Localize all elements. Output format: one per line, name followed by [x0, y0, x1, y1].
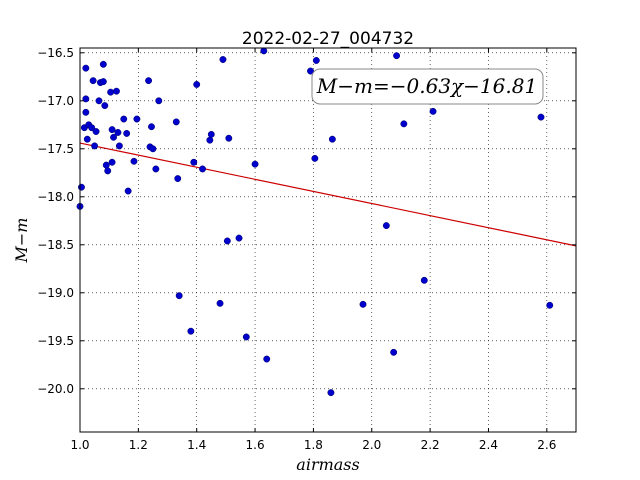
x-tick-label: 1.8 [304, 438, 323, 452]
data-point [110, 133, 118, 141]
data-point [400, 120, 408, 128]
data-point [251, 160, 259, 168]
data-point [216, 299, 224, 307]
data-point [174, 175, 182, 183]
data-point [82, 108, 90, 116]
y-tick-label: −17.5 [37, 142, 74, 156]
data-point [124, 187, 132, 195]
data-point [152, 165, 160, 173]
data-point [242, 333, 250, 341]
data-point [99, 78, 107, 86]
data-point [155, 97, 163, 105]
data-point [148, 123, 155, 131]
data-point [113, 87, 120, 95]
data-point [206, 136, 214, 144]
data-points [76, 47, 554, 397]
x-tick-label: 2.2 [421, 438, 440, 452]
y-tick-label: −18.5 [37, 238, 74, 252]
data-point [108, 158, 116, 166]
data-point [225, 134, 233, 142]
data-point [260, 47, 268, 55]
data-point [89, 77, 97, 85]
plot-frame [79, 47, 577, 433]
x-tick-label: 1.4 [187, 438, 206, 452]
data-point [199, 165, 206, 173]
y-tick-label: −19.0 [37, 286, 74, 300]
data-point [223, 237, 231, 245]
chart-title: 2022-02-27_004732 [242, 29, 414, 49]
grid [79, 48, 576, 432]
fit-line [79, 142, 577, 247]
data-point [145, 77, 153, 85]
data-point [130, 157, 138, 165]
data-point [327, 389, 335, 397]
data-point [307, 67, 314, 75]
data-point [175, 292, 183, 300]
data-point [312, 57, 320, 64]
data-point [114, 129, 122, 136]
data-point [82, 64, 90, 72]
data-point [83, 135, 91, 143]
data-point [193, 81, 201, 88]
data-point [120, 115, 128, 123]
data-point [108, 126, 116, 134]
data-point [190, 158, 198, 166]
x-tick-label: 2.6 [537, 438, 556, 452]
y-tick-label: −16.5 [37, 46, 74, 60]
y-axis: −16.5 −17.0 −17.5 −18.0 −18.5 −19.0 −19.5 −20.0 [37, 46, 576, 396]
y-axis-label: M−m [12, 218, 31, 264]
data-point [102, 161, 110, 169]
x-axis-label: airmass [296, 455, 359, 474]
data-point [207, 130, 215, 138]
regression-line [79, 142, 577, 247]
y-tick-label: −20.0 [37, 382, 74, 396]
data-point [311, 154, 319, 162]
y-tick-label: −19.5 [37, 334, 74, 348]
data-point [382, 222, 390, 230]
fit-equation: M−m=−0.63χ−16.81 [316, 74, 537, 98]
data-point [235, 234, 243, 242]
data-point [99, 60, 107, 68]
data-point [91, 142, 99, 150]
data-point [88, 124, 96, 132]
data-point [359, 300, 367, 308]
x-tick-label: 1.2 [129, 438, 148, 452]
data-point [328, 135, 336, 143]
data-point [393, 52, 401, 60]
data-point [546, 301, 554, 309]
x-tick-label: 2.4 [479, 438, 498, 452]
data-point [115, 142, 123, 150]
data-point [172, 118, 180, 126]
data-point [123, 129, 131, 137]
data-point [429, 107, 437, 115]
y-tick-label: −18.0 [37, 190, 74, 204]
data-point [82, 95, 90, 103]
x-tick-label: 1.0 [70, 438, 89, 452]
y-tick-label: −17.0 [37, 94, 74, 108]
x-axis: 1.0 1.2 1.4 1.6 1.8 2.0 2.2 2.4 2.6 [70, 48, 556, 452]
data-point [187, 327, 195, 335]
fit-equation-box: M−m=−0.63χ−16.81 [311, 68, 544, 105]
data-point [107, 88, 115, 96]
annotation-box [311, 68, 544, 105]
data-point [263, 355, 271, 363]
x-tick-label: 1.6 [246, 438, 265, 452]
data-point [420, 276, 428, 284]
x-tick-label: 2.0 [362, 438, 381, 452]
data-point [95, 97, 103, 105]
data-point [101, 102, 109, 110]
data-point [92, 128, 100, 135]
data-point [104, 167, 112, 175]
data-point [78, 183, 85, 191]
data-point [390, 348, 398, 356]
data-point [219, 56, 227, 63]
data-point [133, 115, 141, 123]
data-point [537, 113, 545, 121]
data-point [149, 145, 157, 153]
